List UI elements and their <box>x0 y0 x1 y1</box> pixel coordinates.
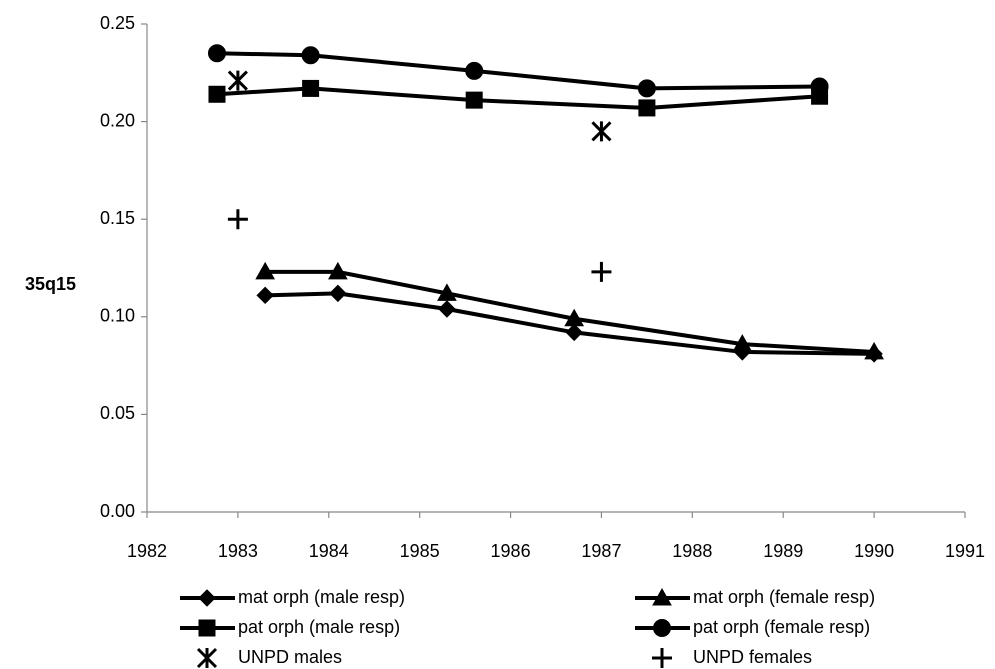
y-tick-label: 0.10 <box>100 306 135 326</box>
legend-marker <box>652 587 672 606</box>
legend-label: pat orph (female resp) <box>693 617 870 637</box>
marker <box>810 77 829 96</box>
x-tick-label: 1986 <box>491 541 531 561</box>
marker <box>302 79 320 97</box>
x-tick-label: 1985 <box>400 541 440 561</box>
marker <box>208 85 226 103</box>
y-tick-label: 0.00 <box>100 501 135 521</box>
series-line <box>265 291 875 356</box>
marker <box>255 261 276 280</box>
marker <box>256 286 274 305</box>
legend-marker <box>652 648 672 668</box>
x-tick-label: 1982 <box>127 541 167 561</box>
marker <box>465 61 484 80</box>
marker <box>328 261 348 280</box>
y-tick-label: 0.05 <box>100 403 135 423</box>
marker <box>565 323 583 342</box>
x-tick-label: 1984 <box>309 541 349 561</box>
marker <box>437 283 457 301</box>
marker <box>329 284 347 303</box>
legend-marker <box>196 647 218 669</box>
y-tick-label: 0.25 <box>100 13 135 33</box>
marker <box>864 341 884 360</box>
legend-marker <box>198 619 216 637</box>
x-tick-label: 1990 <box>854 541 894 561</box>
x-tick-label: 1989 <box>763 541 803 561</box>
x-tick-label: 1983 <box>218 541 258 561</box>
y-tick-label: 0.15 <box>100 208 135 228</box>
marker <box>438 300 456 318</box>
legend-label: mat orph (male resp) <box>238 587 405 607</box>
marker <box>227 70 248 91</box>
legend-marker <box>653 619 671 637</box>
marker <box>465 91 483 109</box>
marker <box>732 334 753 352</box>
legend-label: mat orph (female resp) <box>693 587 875 607</box>
marker <box>637 79 656 98</box>
legend-label: UNPD males <box>238 647 342 667</box>
marker <box>227 209 248 230</box>
marker <box>301 46 320 65</box>
legend-label: pat orph (male resp) <box>238 617 400 637</box>
y-tick-label: 0.20 <box>100 110 135 130</box>
marker <box>591 121 612 142</box>
x-tick-label: 1991 <box>945 541 985 561</box>
marker <box>207 44 226 63</box>
marker <box>638 99 656 117</box>
marker <box>564 308 585 327</box>
series-line <box>265 269 875 354</box>
legend-marker <box>198 589 216 607</box>
x-tick-label: 1987 <box>581 541 621 561</box>
marker <box>591 261 612 282</box>
x-tick-label: 1988 <box>672 541 712 561</box>
y-axis-label: 35q15 <box>25 274 76 294</box>
legend-label: UNPD females <box>693 647 812 667</box>
